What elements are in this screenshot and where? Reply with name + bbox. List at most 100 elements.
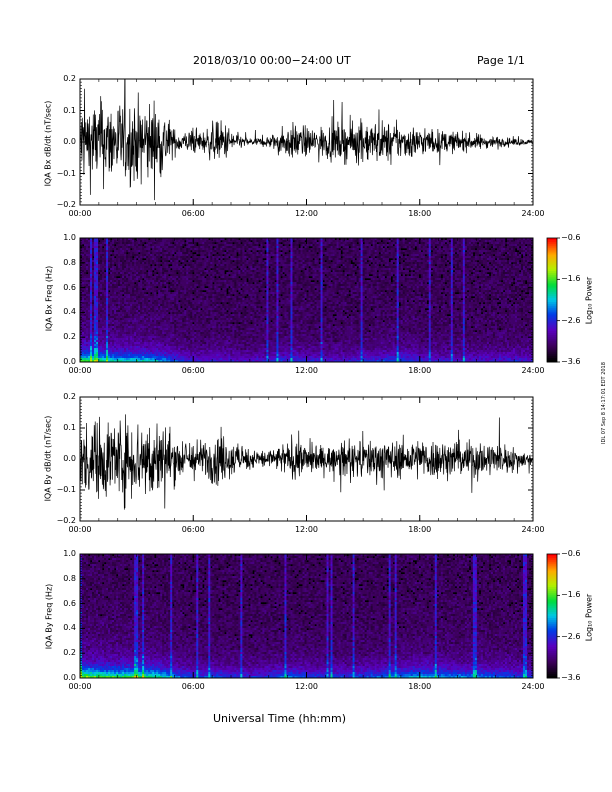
- panel2-cell: [200, 318, 203, 321]
- panel2-cell: [206, 290, 209, 293]
- panel2-cell: [234, 330, 237, 333]
- panel2-cell: [208, 286, 211, 289]
- panel2-cell: [152, 262, 155, 265]
- panel2-cell: [138, 346, 141, 349]
- panel2-cell: [98, 318, 101, 321]
- panel2-cell: [94, 336, 97, 339]
- panel2-cell: [118, 270, 121, 273]
- panel2-cell: [218, 348, 221, 351]
- panel2-cell: [82, 318, 85, 321]
- panel2-cell: [112, 352, 115, 355]
- panel2-cell: [238, 248, 241, 251]
- panel2-cell: [132, 304, 135, 307]
- panel2-cell: [182, 336, 185, 339]
- panel2-cell: [100, 324, 103, 327]
- panel2-cell: [96, 264, 99, 267]
- panel2-cell: [86, 254, 89, 257]
- panel2-cell: [222, 330, 225, 333]
- panel2-cell: [240, 264, 243, 267]
- panel2-cell: [238, 274, 241, 277]
- panel2-cell: [156, 328, 159, 331]
- panel2-cell: [146, 250, 149, 253]
- panel2-cell: [106, 262, 109, 265]
- panel2-cell: [190, 280, 193, 283]
- panel2-cell: [224, 328, 227, 331]
- panel2-cell: [110, 280, 113, 283]
- panel2-cell: [134, 316, 137, 319]
- panel2-cell: [202, 344, 205, 347]
- panel2-cell: [124, 352, 127, 355]
- panel2-cell: [220, 344, 223, 347]
- panel2-cell: [222, 270, 225, 273]
- panel2-cell: [216, 354, 219, 357]
- panel2-cell: [152, 244, 155, 247]
- panel2-cell: [142, 324, 145, 327]
- panel2-cell: [116, 352, 119, 355]
- panel2-cell: [166, 270, 169, 273]
- panel2-cell: [172, 306, 175, 309]
- panel2-cell: [162, 242, 165, 245]
- panel2-cell: [102, 258, 105, 261]
- panel2-cell: [220, 346, 223, 349]
- panel2-cell: [232, 254, 235, 257]
- panel2-cell: [204, 304, 207, 307]
- panel2-cell: [140, 266, 143, 269]
- panel2-cell: [122, 250, 125, 253]
- panel2-cell: [124, 340, 127, 343]
- panel2-cell: [146, 260, 149, 263]
- panel2-cell: [98, 254, 101, 257]
- panel2-cell: [108, 318, 111, 321]
- panel2-cell: [210, 304, 213, 307]
- panel2-cell: [108, 260, 111, 263]
- panel2-cell: [100, 250, 103, 253]
- panel2-cell: [140, 238, 143, 241]
- panel2-cell: [216, 346, 219, 349]
- panel2-cell: [194, 324, 197, 327]
- panel2-cell: [126, 278, 129, 281]
- panel2-cell: [134, 264, 137, 267]
- panel2-cell: [124, 246, 127, 249]
- panel2-cell: [196, 320, 199, 323]
- panel2-cell: [176, 286, 179, 289]
- panel2-cell: [228, 326, 231, 329]
- panel2-cell: [188, 316, 191, 319]
- panel2-cell: [128, 266, 131, 269]
- panel2-cell: [224, 350, 227, 353]
- panel2-cell: [178, 298, 181, 301]
- panel2-cell: [204, 298, 207, 301]
- panel2-cell: [202, 330, 205, 333]
- panel2-cell: [186, 296, 189, 299]
- panel2-cell: [196, 348, 199, 351]
- panel2-cell: [140, 268, 143, 271]
- panel2-cell: [218, 310, 221, 313]
- panel2-cell: [98, 252, 101, 255]
- panel2-cell: [88, 292, 91, 295]
- panel2-cell: [148, 250, 151, 253]
- panel2-cell: [224, 288, 227, 291]
- panel2-cell: [102, 328, 105, 331]
- panel2-cell: [158, 302, 161, 305]
- panel2-cell: [236, 314, 239, 317]
- panel2-cell: [148, 324, 151, 327]
- panel2-cell: [166, 278, 169, 281]
- panel2-cell: [206, 258, 209, 261]
- panel2-cell: [186, 336, 189, 339]
- panel2-cell: [160, 300, 163, 303]
- panel2-cell: [196, 312, 199, 315]
- panel2-cell: [84, 282, 87, 285]
- panel2-cell: [128, 290, 131, 293]
- panel2-cell: [170, 322, 173, 325]
- panel2-cell: [192, 348, 195, 351]
- panel2-cell: [98, 288, 101, 291]
- panel2-cell: [112, 242, 115, 245]
- panel2-cell: [116, 282, 119, 285]
- panel2-cell: [194, 242, 197, 245]
- panel2-cell: [142, 332, 145, 335]
- panel2-cell: [232, 240, 235, 243]
- panel2-cell: [222, 358, 225, 361]
- panel2-cell: [152, 334, 155, 337]
- panel2-cell: [220, 258, 223, 261]
- panel2-cell: [220, 274, 223, 277]
- panel2-cell: [204, 296, 207, 299]
- panel2-cell: [184, 294, 187, 297]
